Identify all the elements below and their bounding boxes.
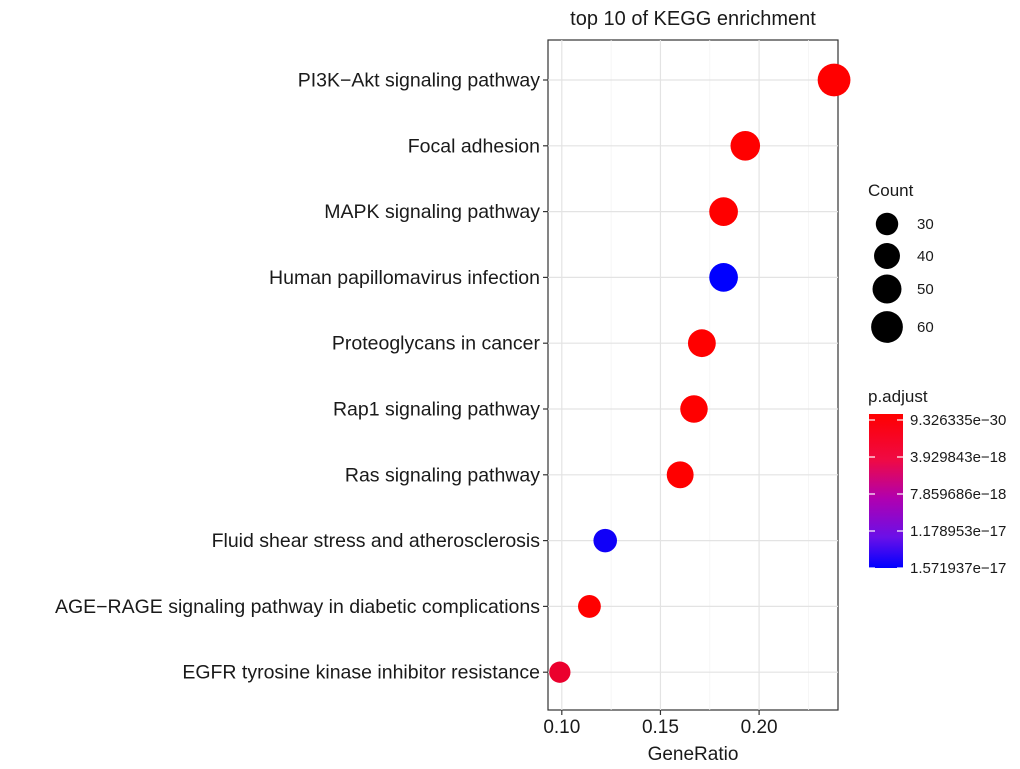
data-point: [549, 661, 571, 683]
data-point: [578, 594, 601, 618]
chart-title: top 10 of KEGG enrichment: [570, 8, 816, 30]
x-axis-tick-labels: 0.10 0.15 0.20: [543, 717, 777, 738]
color-legend-label: 1.571937e−17: [910, 560, 1006, 577]
y-tick-label: MAPK signaling pathway: [324, 201, 540, 223]
size-legend-circle: [874, 243, 900, 269]
data-point: [593, 528, 617, 553]
y-tick-label: PI3K−Akt signaling pathway: [298, 70, 541, 92]
color-legend-labels: 9.326335e−30 3.929843e−18 7.859686e−18 1.17…: [869, 412, 1006, 577]
data-point: [709, 263, 738, 292]
x-tick-label: 0.20: [741, 717, 778, 738]
y-tick-label: Rap1 signaling pathway: [333, 399, 540, 421]
x-tick-label: 0.15: [642, 717, 679, 738]
size-legend-label: 50: [917, 281, 934, 298]
size-legend-label: 30: [917, 216, 934, 233]
data-point: [680, 395, 708, 423]
data-point: [730, 131, 761, 161]
data-point: [666, 461, 694, 489]
y-tick-label: Fluid shear stress and atherosclerosis: [212, 530, 541, 552]
color-legend-label: 1.178953e−17: [910, 523, 1006, 540]
x-axis-title: GeneRatio: [648, 744, 739, 765]
size-legend-items: 30 40 50 60: [871, 212, 934, 343]
y-axis-labels: PI3K−Akt signaling pathway Focal adhesion…: [55, 70, 541, 684]
size-legend-circle: [871, 311, 903, 343]
data-points: [549, 63, 851, 683]
size-legend-title: Count: [868, 181, 914, 200]
y-tick-label: Ras signaling pathway: [345, 464, 540, 486]
y-tick-label: Human papillomavirus infection: [269, 267, 540, 289]
color-legend-bar: [869, 414, 903, 568]
size-legend-label: 40: [917, 248, 934, 265]
size-legend-circle: [872, 274, 902, 304]
axis-ticks: [543, 79, 760, 715]
color-legend: p.adjust 9.326335e−30 3.929843e−18 7.85968…: [868, 387, 1006, 577]
color-legend-label: 9.326335e−30: [910, 412, 1006, 429]
size-legend-circle: [875, 212, 899, 236]
y-tick-label: EGFR tyrosine kinase inhibitor resistanc…: [182, 662, 540, 684]
y-tick-label: AGE−RAGE signaling pathway in diabetic c…: [55, 596, 540, 618]
color-legend-label: 7.859686e−18: [910, 486, 1006, 503]
color-legend-title: p.adjust: [868, 387, 928, 406]
y-tick-label: Proteoglycans in cancer: [332, 333, 541, 355]
data-point: [687, 329, 716, 358]
data-point: [817, 63, 851, 97]
data-point: [709, 197, 738, 226]
y-tick-label: Focal adhesion: [408, 135, 540, 157]
x-tick-label: 0.10: [543, 717, 580, 738]
size-legend: Count 30 40 50 60: [868, 181, 934, 343]
color-legend-label: 3.929843e−18: [910, 449, 1006, 466]
size-legend-label: 60: [917, 319, 934, 336]
